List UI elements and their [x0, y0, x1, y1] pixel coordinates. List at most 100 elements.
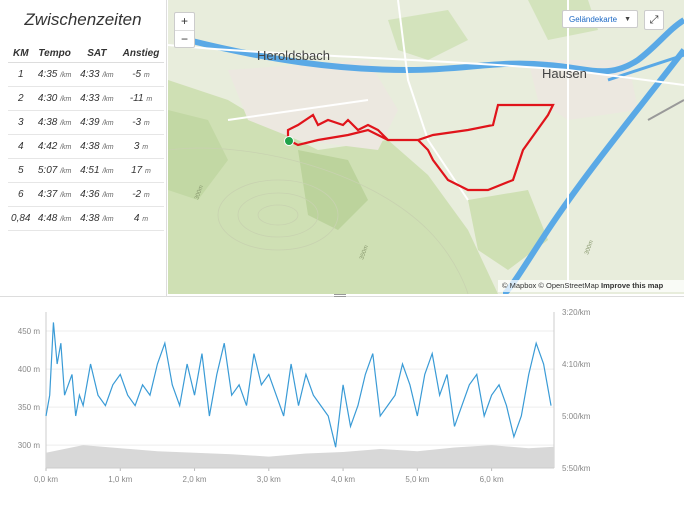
map-canvas[interactable]: 300m 350m 300m — [168, 0, 684, 294]
split-sat-value: 4:51 — [80, 165, 100, 176]
y-right-tick-label: 4:10/km — [562, 360, 591, 369]
place-label-heroldsbach: Heroldsbach — [257, 48, 330, 63]
split-sat: 4:51 /km — [75, 158, 118, 183]
split-km: 4 — [8, 134, 34, 159]
split-km: 5 — [8, 158, 34, 183]
split-sat: 4:33 /km — [75, 62, 118, 87]
split-tempo: 5:07 /km — [33, 158, 76, 183]
railway — [647, 99, 684, 121]
split-row: 1 4:35 /km 4:33 /km -5 m — [8, 62, 164, 87]
split-tempo: 4:35 /km — [33, 62, 76, 87]
split-ascent-unit: m — [145, 168, 151, 175]
map-attribution: © Mapbox © OpenStreetMap Improve this ma… — [498, 280, 684, 292]
forest-area — [468, 190, 548, 270]
split-ascent-value: -3 — [132, 117, 142, 128]
contour-label: 300m — [194, 185, 205, 201]
split-row: 4 4:42 /km 4:38 /km 3 m — [8, 134, 164, 159]
x-tick-label: 0,0 km — [34, 475, 58, 484]
split-tempo-unit: /km — [60, 216, 72, 223]
split-sat: 4:33 /km — [75, 86, 118, 111]
route-line — [286, 103, 555, 192]
split-sat: 4:38 /km — [75, 134, 118, 159]
split-km: 6 — [8, 182, 34, 207]
split-tempo-value: 4:48 — [37, 213, 58, 224]
split-ascent: 4 m — [117, 206, 164, 231]
zoom-out-button[interactable]: − — [175, 30, 194, 48]
split-tempo-value: 5:07 — [37, 165, 58, 176]
split-tempo: 4:48 /km — [33, 206, 76, 231]
split-ascent-unit: m — [143, 120, 150, 127]
split-ascent: 17 m — [117, 158, 164, 183]
y-left-tick-label: 300 m — [18, 441, 41, 450]
split-sat: 4:38 /km — [75, 206, 118, 231]
river — [187, 17, 684, 75]
split-ascent: -11 m — [117, 86, 164, 111]
split-tempo-value: 4:30 — [37, 93, 58, 104]
split-sat-value: 4:39 — [80, 117, 100, 128]
header-sat: SAT — [75, 44, 118, 63]
y-right-tick-label: 5:50/km — [562, 464, 591, 473]
x-tick-label: 3,0 km — [257, 475, 281, 484]
split-km: 2 — [8, 86, 34, 111]
map-style-select[interactable]: Geländekarte ▼ — [562, 10, 638, 28]
zoom-in-button[interactable]: + — [180, 14, 188, 28]
header-ascent: Anstieg — [117, 44, 164, 63]
split-ascent-value: -11 — [129, 93, 144, 104]
resize-handle[interactable] — [334, 293, 346, 299]
split-tempo: 4:42 /km — [33, 134, 76, 159]
contour-lines — [168, 147, 469, 294]
forest-area — [168, 110, 228, 200]
y-left-tick-label: 450 m — [18, 327, 41, 336]
osm-link[interactable]: © OpenStreetMap — [538, 281, 599, 290]
split-sat-value: 4:33 — [80, 93, 100, 104]
split-tempo-unit: /km — [60, 168, 72, 175]
split-tempo-unit: /km — [60, 144, 72, 151]
split-ascent-unit: m — [143, 192, 150, 199]
split-ascent-value: -5 — [132, 69, 142, 80]
place-label-hausen: Hausen — [542, 66, 587, 81]
split-row: 2 4:30 /km 4:33 /km -11 m — [8, 86, 164, 111]
header-km: KM — [8, 44, 34, 63]
contour-label: 300m — [584, 240, 595, 256]
start-marker — [284, 136, 294, 146]
y-right-tick-label: 3:20/km — [562, 308, 591, 317]
split-sat-unit: /km — [102, 216, 114, 223]
forest-area — [298, 150, 368, 230]
split-ascent-unit: m — [142, 144, 149, 151]
improve-map-link[interactable]: Improve this map — [601, 281, 664, 290]
route-map[interactable]: 300m 350m 300m Heroldsbach Hausen — [168, 0, 684, 294]
split-tempo: 4:37 /km — [33, 182, 76, 207]
mapbox-link[interactable]: © Mapbox — [502, 281, 537, 290]
x-tick-label: 2,0 km — [183, 475, 207, 484]
splits-table: KM Tempo SAT Anstieg 1 4:35 /km 4:33 /km -5… — [8, 44, 164, 231]
split-ascent-value: 17 — [131, 165, 143, 176]
split-km-value: 3 — [17, 117, 24, 128]
x-tick-label: 5,0 km — [405, 475, 429, 484]
fullscreen-button[interactable]: ⤢ — [644, 10, 664, 30]
split-ascent-unit: m — [146, 96, 153, 103]
y-left-tick-label: 400 m — [18, 365, 41, 374]
split-tempo-value: 4:35 — [37, 69, 58, 80]
split-km: 3 — [8, 110, 34, 135]
split-ascent-unit: m — [143, 72, 150, 79]
header-tempo: Tempo — [33, 44, 76, 63]
split-sat-unit: /km — [102, 96, 114, 103]
split-tempo-value: 4:42 — [37, 141, 58, 152]
split-sat-value: 4:33 — [80, 69, 100, 80]
zoom-control: + − — [174, 12, 195, 48]
forest-area — [388, 10, 468, 60]
split-km-value: 4 — [17, 141, 24, 152]
split-ascent: -3 m — [117, 110, 164, 135]
roads — [168, 0, 684, 290]
split-sat-value: 4:38 — [80, 141, 100, 152]
split-tempo-unit: /km — [60, 192, 72, 199]
splits-header-row: KM Tempo SAT Anstieg — [8, 44, 164, 63]
split-sat-unit: /km — [102, 192, 114, 199]
split-tempo-value: 4:37 — [37, 189, 58, 200]
split-sat-unit: /km — [102, 120, 114, 127]
splits-title: Zwischenzeiten — [24, 10, 142, 29]
split-ascent-value: -2 — [132, 189, 142, 200]
split-ascent: -5 m — [117, 62, 164, 87]
split-km-value: 6 — [17, 189, 24, 200]
split-sat-value: 4:36 — [80, 189, 100, 200]
